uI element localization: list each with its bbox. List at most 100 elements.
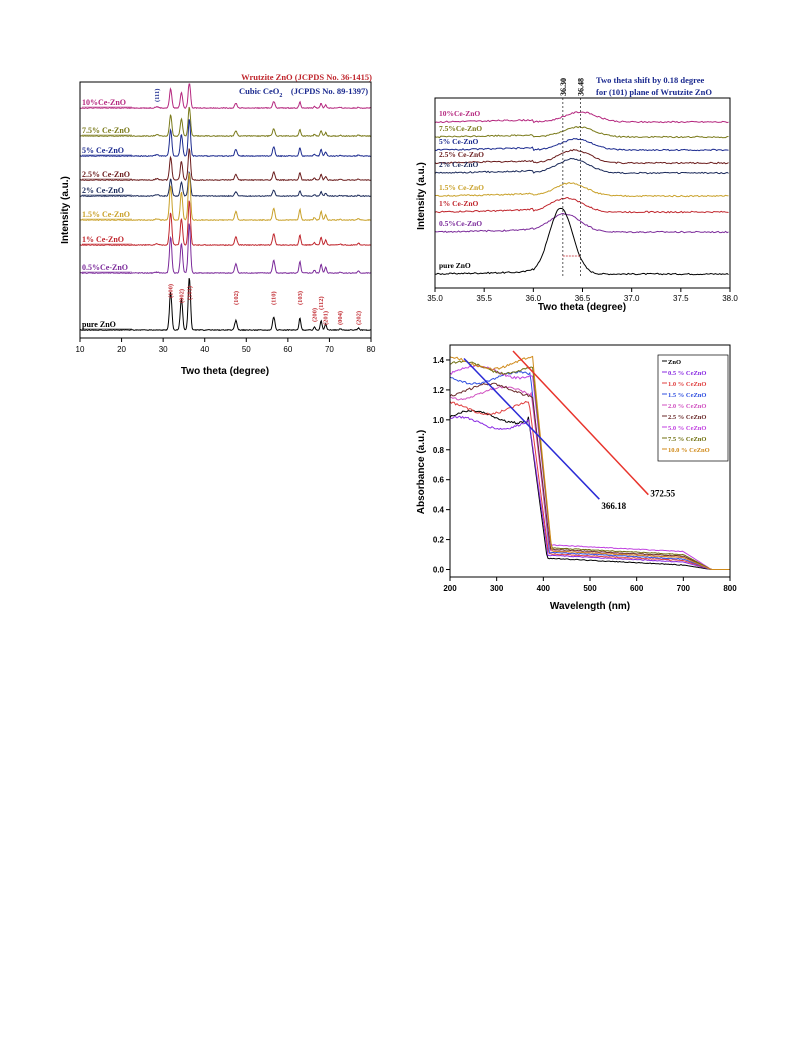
xrd-full-series-label: 2.5% Ce-ZnO <box>82 170 130 179</box>
xtick-label: 36.5 <box>575 294 591 303</box>
xrd-full-trace <box>79 148 371 182</box>
xrd-full-traces <box>79 83 371 332</box>
xrd-full-peak-label: (004) <box>337 311 344 325</box>
xrd-full-series-label: 0.5%Ce-ZnO <box>82 263 128 272</box>
uv-vis-legend-label: 5.0 % CeZnO <box>668 425 706 432</box>
uv-vis-tangent-red <box>512 350 649 496</box>
uv-vis-trace <box>449 355 730 570</box>
xrd-full-trace <box>79 170 371 198</box>
xtick-label: 600 <box>630 584 644 593</box>
xrd-zoom-trace <box>434 196 729 214</box>
xtick-label: 35.5 <box>476 294 492 303</box>
xrd-zoom-series-label: 10%Ce-ZnO <box>439 109 480 118</box>
xrd-zoom-markers: 36.30 36.48 <box>559 78 586 276</box>
xrd-full-peak-labels: (100) (002) (101) (102) (110) (103) (200)(112)… <box>154 89 363 325</box>
ytick-label: 0.2 <box>433 536 445 545</box>
xtick-label: 37.5 <box>673 294 689 303</box>
xrd-zoom-series-label: 7.5%Ce-ZnO <box>439 124 482 133</box>
xrd-zoom-trace <box>434 182 729 198</box>
xrd-zoom-peak-marker-label: 36.48 <box>577 78 586 96</box>
uv-vis-xticks: 200 300 400 500 600 700 800 <box>443 577 737 593</box>
xrd-zoom-trace <box>434 212 729 234</box>
xtick-label: 37.0 <box>624 294 640 303</box>
xrd-full-series-label: 2% Ce-ZnO <box>82 186 124 195</box>
xrd-full-legend-ceo2-sub: 2 <box>279 93 282 99</box>
xtick-label: 700 <box>677 584 691 593</box>
xrd-full-legend-ceo2-name: Cubic CeO <box>239 86 280 96</box>
uv-vis-legend-label: 7.5 % CeZnO <box>668 436 706 443</box>
uv-vis-tangent-red-label: 372.55 <box>650 489 675 499</box>
xrd-full-peak-label: (110) <box>271 291 278 305</box>
uv-vis-tangent-blue-label: 366.18 <box>601 501 626 511</box>
xtick-label: 70 <box>325 345 334 354</box>
xrd-full-peak-label: (201) <box>323 311 330 325</box>
uv-vis-trace <box>449 415 730 570</box>
uv-vis-ylabel: Absorbance (a.u.) <box>416 430 427 514</box>
xrd-full-trace <box>79 223 371 275</box>
uv-vis-legend: ZnO 0.5 % CeZnO 1.0 % CeZnO 1.5 % CeZnO 2.0 … <box>657 354 729 462</box>
xrd-full-peak-label: (202) <box>356 311 363 325</box>
xrd-full-trace <box>79 119 371 158</box>
xrd-full-trace <box>79 200 371 247</box>
xrd-full-ylabel: Intensity (a.u.) <box>60 176 71 244</box>
xrd-full-series-label: pure ZnO <box>82 320 116 329</box>
xrd-zoom-series-labels: 10%Ce-ZnO 7.5%Ce-ZnO 5% Ce-ZnO 2.5% Ce-ZnO2… <box>439 109 484 270</box>
xtick-label: 800 <box>723 584 737 593</box>
xtick-label: 50 <box>242 345 251 354</box>
xrd-zoom-traces <box>434 111 729 276</box>
xrd-zoom-series-label: 0.5%Ce-ZnO <box>439 219 482 228</box>
uv-vis-tangent-lines: 366.18 372.55 <box>463 350 676 511</box>
xrd-full-legend-wurtzite: Wrutzite ZnO (JCPDS No. 36-1415) <box>241 72 372 82</box>
xtick-label: 400 <box>537 584 551 593</box>
ytick-label: 1.2 <box>433 386 445 395</box>
uv-vis-legend-label: 10.0 % CeZnO <box>668 447 710 454</box>
xrd-full-peak-label: (112) <box>318 296 325 310</box>
xrd-full-trace <box>80 83 371 110</box>
uv-vis-legend-label: 2.0 % CeZnO <box>668 403 706 410</box>
xrd-zoom-trace <box>434 157 729 175</box>
xrd-zoom-trace <box>434 148 729 165</box>
uv-vis-legend-label: 1.5 % CeZnO <box>668 392 706 399</box>
xrd-zoom-trace <box>435 137 729 152</box>
xrd-full-trace <box>79 172 371 222</box>
xrd-full-peak-label: (103) <box>297 291 304 305</box>
uv-vis-legend-label: 1.0 % CeZnO <box>668 381 706 388</box>
xtick-label: 40 <box>200 345 209 354</box>
xrd-full-series-label: 1.5% Ce-ZnO <box>82 210 130 219</box>
xtick-label: 38.0 <box>722 294 738 303</box>
uv-vis-xlabel: Wavelength (nm) <box>550 601 630 612</box>
xtick-label: 500 <box>583 584 597 593</box>
xrd-zoom-ylabel: Intensity (a.u.) <box>416 162 427 230</box>
xtick-label: 10 <box>76 345 85 354</box>
ytick-label: 0.0 <box>433 566 445 575</box>
xrd-full-xlabel: Two theta (degree) <box>181 366 269 377</box>
xrd-full-series-label: 5% Ce-ZnO <box>82 146 124 155</box>
xrd-full-peak-label: (002) <box>178 289 185 303</box>
xrd-zoom-xticks: 35.0 35.5 36.0 36.5 37.0 37.5 38.0 <box>427 288 738 303</box>
xtick-label: 200 <box>443 584 457 593</box>
xrd-zoom-xlabel: Two theta (degree) <box>538 302 626 313</box>
xtick-label: 20 <box>117 345 126 354</box>
xrd-full-series-label: 10%Ce-ZnO <box>82 98 126 107</box>
xrd-full-trace <box>79 106 371 138</box>
xrd-full-legend-ceo2: Cubic CeO2 (JCPDS No. 89-1397) <box>239 86 368 99</box>
xtick-label: 36.0 <box>526 294 542 303</box>
xrd-zoom-series-label: 1.5% Ce-ZnO <box>439 183 484 192</box>
xrd-zoom-trace <box>434 126 729 139</box>
xrd-zoom-series-label: 1% Ce-ZnO <box>439 199 479 208</box>
xtick-label: 80 <box>367 345 376 354</box>
uv-vis-legend-label: ZnO <box>668 359 681 366</box>
uv-vis-trace <box>449 400 730 570</box>
uv-vis-yticks: 0.0 0.2 0.4 0.6 0.8 1.0 1.2 1.4 <box>433 356 450 575</box>
xrd-zoom-annotation-2: for (101) plane of Wrutzite ZnO <box>596 87 712 97</box>
uv-vis-traces <box>449 355 730 570</box>
xrd-zoom-annotation-1: Two theta shift by 0.18 degree <box>596 75 705 85</box>
ytick-label: 0.6 <box>433 476 445 485</box>
xrd-full-ceo2-peak-label: (111) <box>154 89 161 102</box>
xtick-label: 35.0 <box>427 294 443 303</box>
xtick-label: 300 <box>490 584 504 593</box>
xtick-label: 30 <box>159 345 168 354</box>
uv-vis-tangent-blue <box>463 357 600 500</box>
xrd-zoom-series-label: pure ZnO <box>439 261 471 270</box>
